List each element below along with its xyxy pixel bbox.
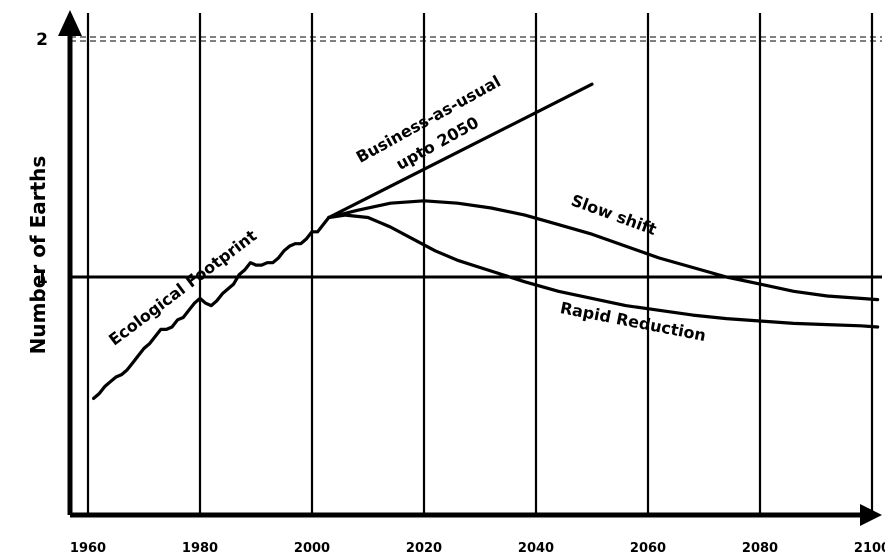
x-tick-label-2040: 2040	[518, 541, 554, 556]
x-tick-label-2020: 2020	[406, 541, 442, 556]
annotation-ecological-footprint: Ecological Footprint	[105, 226, 260, 350]
x-tick-label-2000: 2000	[294, 541, 330, 556]
x-tick-label-2080: 2080	[742, 541, 778, 556]
y-tick-label-2: 2	[36, 30, 48, 50]
x-tick-label-1960: 1960	[70, 541, 106, 556]
x-tick-label-1980: 1980	[182, 541, 218, 556]
x-tick-label-2060: 2060	[630, 541, 666, 556]
y-axis-arrowhead	[58, 10, 82, 36]
x-tick-labels: 1960 1980 2000 2020 2040 2060 2080 2100	[70, 541, 885, 556]
y-axis-label: Number of Earths	[26, 156, 50, 355]
series-line-footprint	[94, 218, 329, 399]
x-tick-label-2100: 2100	[854, 541, 885, 556]
